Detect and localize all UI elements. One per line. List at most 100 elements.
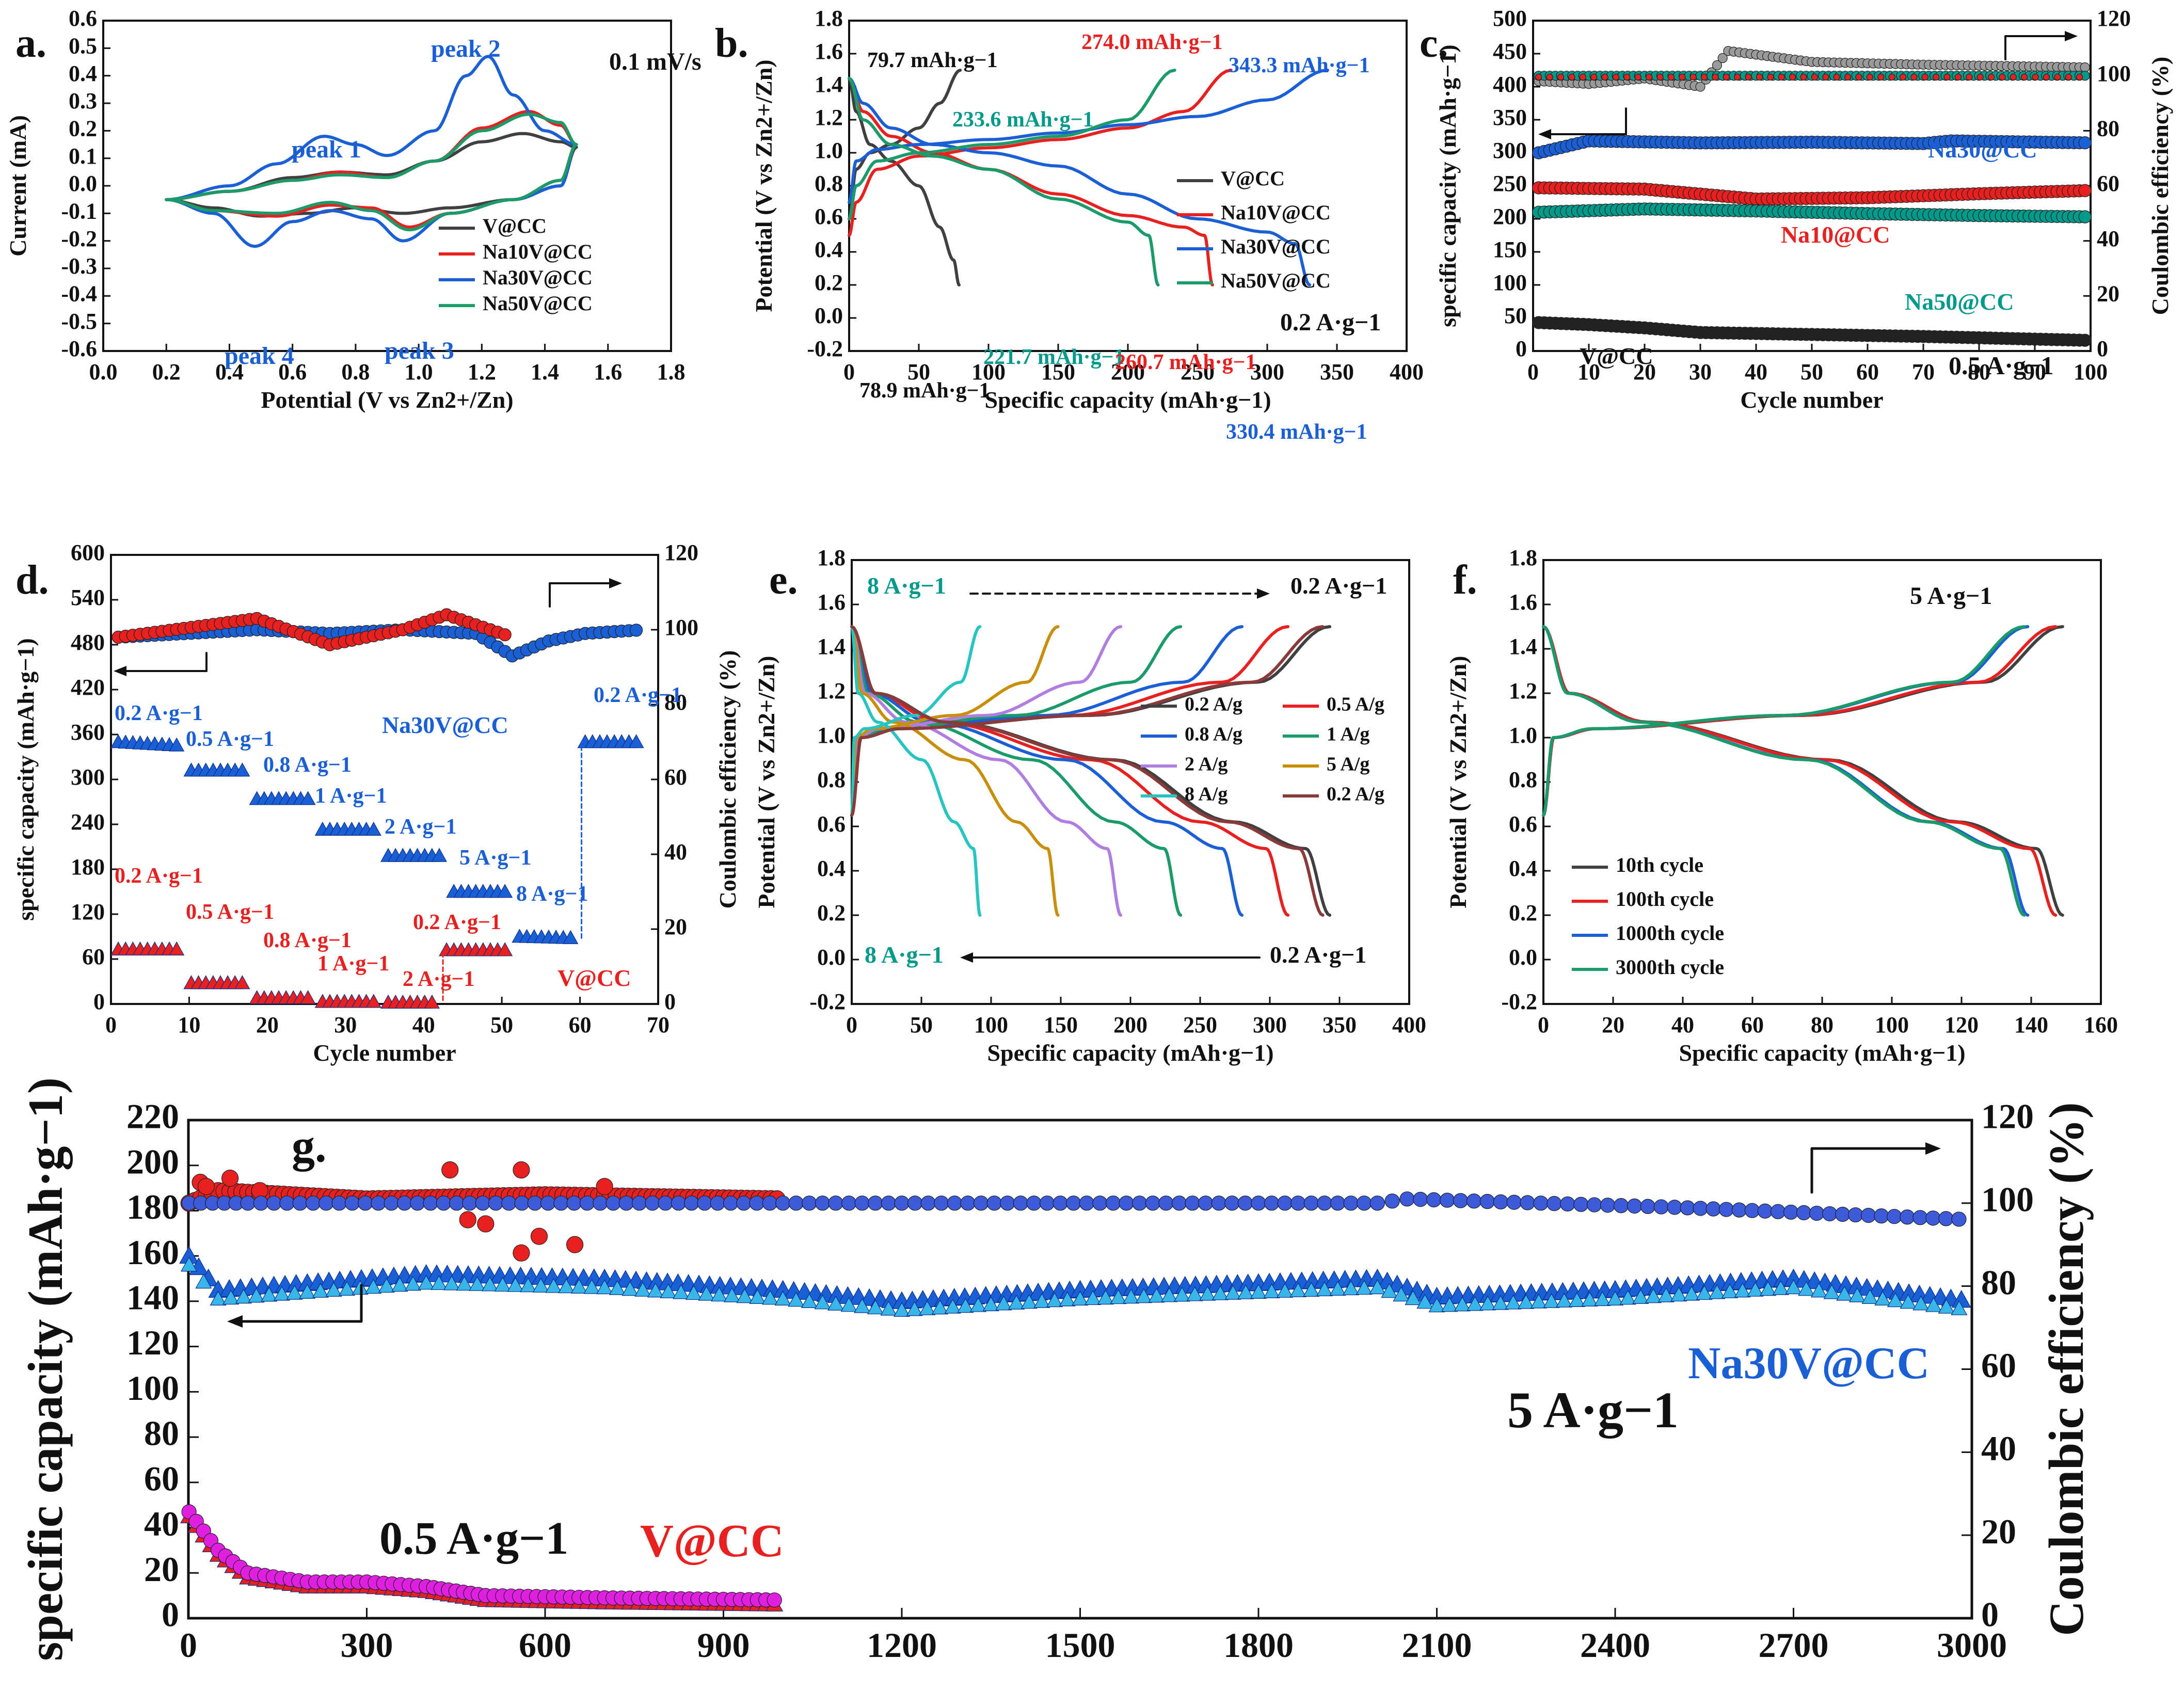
capacity-label: 343.3 mAh·g−1 (1229, 54, 1370, 77)
ce-marker (1912, 1210, 1928, 1225)
rate-curve-3-discharge (850, 625, 1183, 917)
capacity-marker (647, 1282, 664, 1298)
ce-marker (1835, 1206, 1851, 1222)
x-tick-label: 350 (1320, 359, 1354, 385)
ce-marker (240, 1195, 256, 1211)
x-tick-label: 80 (1811, 1012, 1834, 1038)
y-tick-label: 600 (71, 540, 105, 565)
y-tick-label: 100 (126, 1368, 179, 1408)
ce-marker (1800, 73, 1807, 81)
ce-marker (1053, 1195, 1068, 1211)
capacity-marker (1518, 1294, 1535, 1309)
ce-marker (1695, 82, 1705, 92)
x-tick-label: 300 (1253, 1012, 1287, 1038)
rate-curve-5-discharge (850, 625, 1060, 917)
rate-label: 0.5 A·g−1 (186, 727, 274, 751)
capacity-marker (1123, 1288, 1140, 1304)
legend-entry: 0.5 A/g (1327, 694, 1384, 715)
capacity-marker (1823, 1284, 1840, 1299)
ce-marker (1822, 73, 1829, 81)
y-tick-label: -0.2 (809, 989, 846, 1014)
ce-marker (436, 1195, 451, 1211)
capacity-marker (1632, 1289, 1649, 1304)
capacity-marker (210, 1290, 227, 1306)
ce-marker (449, 1195, 465, 1211)
series-label: Na30@CC (1928, 136, 2037, 163)
x-tick-label: 0.6 (278, 359, 307, 385)
capacity-marker (1186, 1286, 1203, 1301)
capacity-marker (723, 1287, 740, 1302)
capacity-marker (854, 1298, 871, 1313)
capacity-marker (1721, 1283, 1739, 1299)
capacity-marker (1900, 1294, 1917, 1309)
ce-marker (1426, 1192, 1442, 1207)
ce-marker (2076, 73, 2083, 81)
capacity-label: 260.7 mAh·g−1 (1115, 350, 1256, 374)
ce-marker (1399, 1191, 1415, 1207)
ce-marker (1723, 73, 1730, 81)
capacity-marker (1289, 1282, 1306, 1298)
capacity-marker (685, 1285, 702, 1300)
capacity-marker (181, 1256, 198, 1272)
capacity-marker (1224, 1285, 1241, 1300)
x-tick-label: 40 (1745, 359, 1767, 385)
ce-marker (423, 1195, 438, 1211)
legend-entry: 1 A/g (1327, 724, 1369, 745)
y-tick-label: 100 (1493, 270, 1527, 295)
ce-marker (266, 1195, 282, 1211)
capacity-marker (431, 848, 448, 862)
capacity-marker (1046, 1292, 1063, 1307)
capacity-marker (1343, 1280, 1360, 1296)
ce-marker (1317, 1195, 1332, 1211)
y-tick-label: 0.4 (815, 237, 843, 262)
ce-marker (396, 1195, 412, 1211)
capacity-marker (1021, 1294, 1038, 1309)
ce-marker (1466, 1193, 1482, 1209)
y2-tick-label: 0 (2097, 336, 2108, 361)
ce-marker (1848, 1207, 1863, 1223)
cycle-curve-0-charge (1542, 625, 2064, 817)
gcd-curve-6 (848, 69, 1176, 220)
capacity-marker (1033, 1293, 1050, 1308)
capacity-marker (1381, 1283, 1398, 1298)
ce-marker (1330, 1195, 1346, 1211)
x-tick-label: 60 (569, 1012, 592, 1038)
capacity-marker (621, 1281, 639, 1296)
ce-marker (947, 1195, 962, 1211)
x-tick-label: 150 (1044, 1012, 1078, 1038)
y2-tick-label: 100 (664, 615, 698, 640)
ce-marker (1105, 1195, 1121, 1211)
ce-marker (1520, 1195, 1535, 1210)
ce-marker (1546, 73, 1553, 81)
ce-marker (1712, 60, 1722, 71)
ce-marker (2043, 73, 2050, 81)
ce-marker (1587, 1197, 1602, 1213)
ce-marker (671, 1195, 687, 1211)
current-density-label: 5 A·g−1 (1910, 582, 1992, 610)
ce-marker (1601, 73, 1608, 81)
ce-marker (1092, 1195, 1108, 1211)
x-tick-label: 40 (1671, 1012, 1694, 1038)
capacity-marker (1250, 1284, 1267, 1299)
series-label: V@CC (640, 1515, 784, 1567)
y-tick-label: 1.0 (817, 723, 846, 748)
capacity-marker (736, 1288, 753, 1303)
capacity-marker (1454, 1296, 1471, 1312)
capacity-marker (443, 1275, 460, 1290)
capacity-marker (1466, 1296, 1484, 1311)
peak-label: peak 4 (225, 342, 294, 370)
capacity-marker (520, 1277, 537, 1293)
ce-marker (762, 1195, 777, 1211)
x-tick-label: 300 (341, 1625, 393, 1665)
x-tick-label: 40 (412, 1012, 435, 1038)
x-tick-label: 150 (1041, 359, 1075, 385)
ce-marker (1185, 1195, 1200, 1211)
legend-entry: Na30V@CC (1221, 235, 1331, 258)
ce-marker (410, 1195, 425, 1211)
y2-tick-label: 100 (1981, 1179, 2034, 1219)
x-tick-label: 400 (1390, 359, 1424, 385)
y-tick-label: 0.2 (817, 900, 846, 926)
y-tick-label: 300 (71, 764, 105, 790)
ce-marker (1933, 73, 1940, 81)
x-tick-label: 2400 (1580, 1625, 1650, 1665)
